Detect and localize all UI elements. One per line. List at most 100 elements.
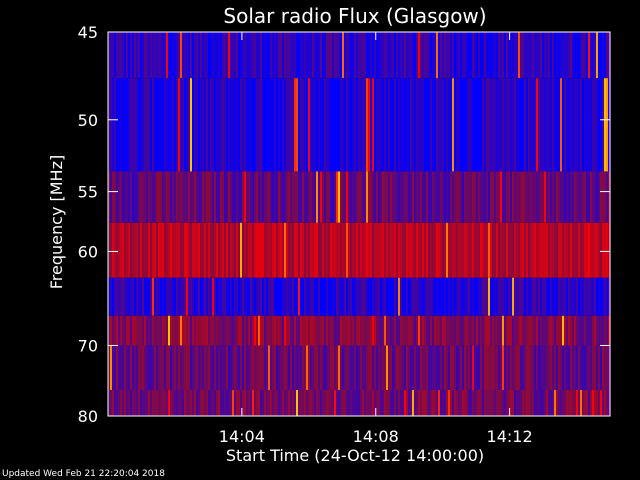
spectrogram-cell: [558, 171, 560, 223]
spectrogram-cell: [354, 345, 356, 391]
spectrogram-cell: [300, 32, 302, 79]
spectrogram-cell: [402, 78, 404, 172]
spectrogram-cell: [410, 277, 412, 316]
spectrogram-cell: [534, 222, 536, 278]
spectrogram-cell: [112, 32, 114, 79]
spectrogram-cell: [216, 171, 218, 223]
spectrogram-cell: [116, 345, 118, 391]
spectrogram-cell: [128, 171, 130, 223]
spectrogram-cell: [160, 390, 162, 416]
spectrogram-cell: [434, 78, 436, 172]
spectrogram-cell: [344, 32, 346, 79]
spectrogram-cell: [196, 390, 198, 416]
spectrogram-cell: [152, 315, 154, 346]
spectrogram-cell: [556, 32, 558, 79]
spectrogram-cell: [562, 277, 564, 316]
spectrogram-cell: [316, 222, 318, 278]
spectrogram-cell: [174, 32, 176, 79]
spectrogram-cell: [584, 32, 586, 79]
spectrogram-cell: [276, 277, 278, 316]
spectrogram-cell: [180, 277, 182, 316]
spectrogram-cell: [230, 32, 232, 79]
spectrogram-cell: [330, 32, 332, 79]
spectrogram-cell: [414, 78, 416, 172]
spectrogram-cell: [486, 78, 488, 172]
spectrogram-cell: [220, 78, 222, 172]
spectrogram-cell: [220, 315, 222, 346]
spectrogram-cell: [308, 390, 310, 416]
spectrogram-cell: [336, 390, 338, 416]
spectrogram-cell: [528, 390, 530, 416]
spectrogram-cell: [144, 390, 146, 416]
spectrogram-cell: [518, 32, 520, 79]
spectrogram-cell: [462, 171, 464, 223]
spectrogram-cell: [572, 171, 574, 223]
spectrogram-cell: [560, 171, 562, 223]
y-axis-label: Frequency [MHz]: [47, 155, 66, 289]
spectrogram-cell: [154, 32, 156, 79]
spectrogram-cell: [392, 315, 394, 346]
spectrogram-cell: [370, 171, 372, 223]
spectrogram-cell: [348, 345, 350, 391]
spectrogram-cell: [324, 315, 326, 346]
spectrogram-cell: [412, 171, 414, 223]
spectrogram-cell: [130, 345, 132, 391]
spectrogram-cell: [192, 277, 194, 316]
spectrogram-cell: [236, 171, 238, 223]
spectrogram-cell: [266, 171, 268, 223]
spectrogram-cell: [606, 345, 608, 391]
spectrogram-cell: [154, 315, 156, 346]
spectrogram-cell: [354, 277, 356, 316]
spectrogram-cell: [372, 78, 374, 172]
spectrogram-cell: [246, 315, 248, 346]
spectrogram-cell: [182, 222, 184, 278]
spectrogram-cell: [442, 171, 444, 223]
spectrogram-cell: [198, 78, 200, 172]
spectrogram-cell: [528, 78, 530, 172]
spectrogram-cell: [520, 222, 522, 278]
spectrogram-cell: [216, 222, 218, 278]
spectrogram-cell: [332, 390, 334, 416]
spectrogram-cell: [450, 390, 452, 416]
spectrogram-cell: [414, 345, 416, 391]
spectrogram-cell: [602, 277, 604, 316]
spectrogram-cell: [154, 78, 156, 172]
spectrogram-cell: [590, 390, 592, 416]
spectrogram-cell: [152, 390, 154, 416]
spectrogram-cell: [582, 222, 584, 278]
spectrogram-cell: [380, 277, 382, 316]
spectrogram-cell: [366, 390, 368, 416]
spectrogram-cell: [188, 222, 190, 278]
spectrogram-cell: [284, 78, 286, 172]
spectrogram-cell: [380, 32, 382, 79]
spectrogram-cell: [586, 345, 588, 391]
spectrogram-cell: [344, 222, 346, 278]
spectrogram-cell: [386, 78, 388, 172]
spectrogram-cell: [464, 390, 466, 416]
spectrogram-cell: [580, 78, 582, 172]
y-tick-label: 55: [78, 183, 98, 202]
spectrogram-cell: [494, 315, 496, 346]
spectrogram-cell: [574, 390, 576, 416]
spectrogram-cell: [502, 277, 504, 316]
spectrogram-cell: [424, 345, 426, 391]
spectrogram-cell: [126, 78, 128, 172]
spectrogram-cell: [528, 345, 530, 391]
spectrogram-cell: [492, 32, 494, 79]
spectrogram-cell: [232, 345, 234, 391]
spectrogram-cell: [546, 78, 548, 172]
spectrogram-cell: [510, 315, 512, 346]
spectrogram-cell: [210, 345, 212, 391]
spectrogram-cell: [206, 78, 208, 172]
spectrogram-cell: [334, 277, 336, 316]
spectrogram-cell: [192, 32, 194, 79]
spectrogram-cell: [274, 390, 276, 416]
spectrogram-cell: [600, 32, 602, 79]
spectrogram-cell: [482, 32, 484, 79]
spectrogram-cell: [470, 315, 472, 346]
spectrogram-cell: [308, 345, 310, 391]
spectrogram-cell: [588, 32, 590, 79]
spectrogram-cell: [412, 315, 414, 346]
spectrogram-cell: [364, 32, 366, 79]
spectrogram-cell: [264, 32, 266, 79]
